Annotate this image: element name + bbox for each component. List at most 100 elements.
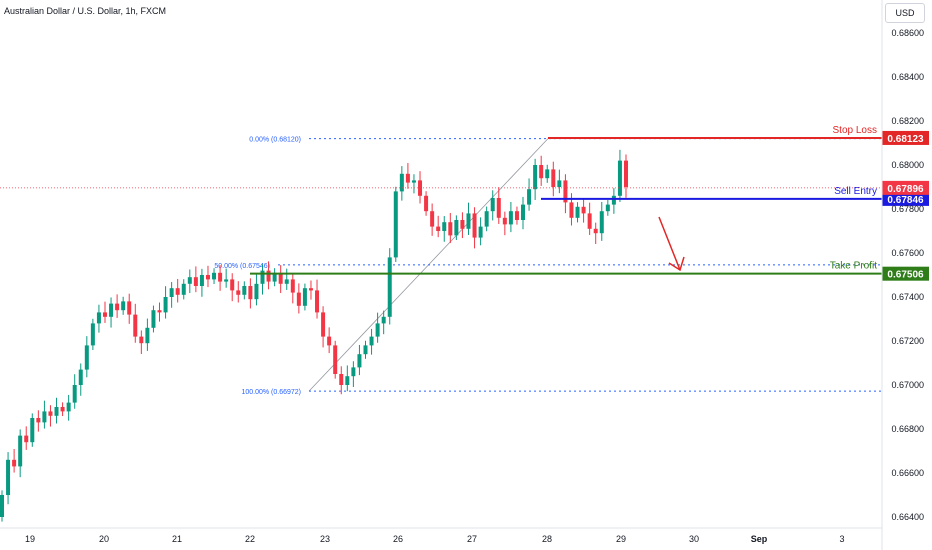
time-tick-label: Sep	[751, 534, 768, 544]
candle-body	[387, 257, 392, 317]
candle-body	[236, 290, 241, 295]
trade-level-badge-value: 0.68123	[887, 134, 924, 145]
candle-body	[139, 336, 144, 344]
candle-body	[60, 407, 65, 412]
time-tick-label: 27	[467, 534, 477, 544]
time-tick-label: 29	[616, 534, 626, 544]
candle-body	[436, 226, 441, 231]
candle-body	[30, 418, 35, 443]
candle-body	[321, 312, 326, 337]
candle-body	[18, 435, 23, 467]
candle-body	[187, 277, 192, 284]
candle-body	[569, 202, 574, 218]
candle-body	[248, 286, 253, 300]
candle-body	[115, 303, 120, 311]
candle-body	[399, 173, 404, 192]
candle-body	[581, 206, 586, 214]
trade-level-label: Stop Loss	[833, 125, 877, 136]
candle-body	[151, 310, 156, 328]
candle-body	[405, 173, 410, 183]
price-tick-label: 0.66600	[891, 468, 924, 478]
candle-body	[127, 301, 132, 315]
candle-body	[78, 369, 83, 385]
candle-body	[599, 211, 604, 234]
candle-body	[411, 180, 416, 183]
symbol-title: Australian Dollar / U.S. Dollar, 1h, FXC…	[4, 6, 167, 16]
candle-body	[278, 272, 283, 284]
candle-body	[339, 374, 344, 385]
candle-body	[484, 211, 489, 227]
arrow-head	[668, 256, 685, 272]
candle-body	[218, 272, 223, 282]
candle-body	[575, 206, 580, 218]
price-tick-label: 0.67600	[891, 248, 924, 258]
candle-body	[302, 288, 307, 306]
last-price-badge-value: 0.67896	[887, 184, 924, 195]
candle-body	[121, 301, 126, 311]
time-tick-label: 30	[689, 534, 699, 544]
price-tick-label: 0.67800	[891, 204, 924, 214]
time-tick-label: 3	[839, 534, 844, 544]
price-tick-label: 0.67400	[891, 292, 924, 302]
candle-body	[230, 279, 235, 291]
time-tick-label: 22	[245, 534, 255, 544]
candle-body	[345, 376, 350, 385]
candle-body	[290, 279, 295, 293]
candle-body	[521, 204, 526, 220]
direction-arrow	[658, 216, 685, 272]
candle-body	[36, 418, 41, 423]
candle-body	[357, 354, 362, 368]
price-tick-label: 0.68600	[891, 28, 924, 38]
currency-button[interactable]: USD	[885, 3, 925, 23]
candle-body	[617, 160, 622, 196]
candle-body	[272, 272, 277, 282]
time-tick-label: 20	[99, 534, 109, 544]
candle-body	[266, 270, 271, 282]
candle-body	[375, 323, 380, 337]
candle-body	[284, 279, 289, 284]
candle-body	[442, 222, 447, 231]
time-axis[interactable]: 19 20 21 22 23 26 27 28 29 30 Sep 3	[0, 527, 882, 544]
candle-body	[260, 270, 265, 284]
candle-body	[6, 459, 11, 495]
price-tick-label: 0.66400	[891, 512, 924, 522]
candle-body	[472, 213, 477, 238]
trade-level-badge-value: 0.67846	[887, 195, 924, 206]
candle-body	[527, 189, 532, 205]
candle-body	[0, 495, 4, 517]
candle-body	[54, 407, 59, 416]
candle-body	[84, 345, 89, 370]
candle-body	[454, 220, 459, 236]
price-axis[interactable]: 0.68600 0.68400 0.68200 0.68000 0.67800 0.676…	[881, 0, 924, 550]
candle-body	[545, 169, 550, 179]
candle-body	[66, 402, 71, 412]
fib-level-label: 100.00% (0.66972)	[241, 389, 301, 396]
candle-body	[90, 323, 95, 346]
candle-body	[502, 217, 507, 225]
trade-levels[interactable]: Stop Loss 0.68123 Sell Entry 0.67846 Take Pr…	[0, 125, 929, 281]
candle-body	[193, 277, 198, 286]
candle-body	[363, 345, 368, 355]
candle-body	[381, 316, 386, 324]
candle-body	[315, 290, 320, 313]
trade-level-badge	[882, 266, 929, 281]
candle-body	[212, 272, 217, 280]
candle-body	[224, 279, 229, 282]
candle-body	[242, 286, 247, 295]
price-tick-label: 0.68400	[891, 72, 924, 82]
candle-body	[205, 275, 210, 280]
candle-body	[333, 345, 338, 374]
candle-body	[175, 288, 180, 295]
candle-body	[430, 211, 435, 227]
fib-level-label: 0.00% (0.68120)	[249, 137, 301, 144]
candle-body	[490, 198, 495, 212]
candle-body	[551, 169, 556, 187]
candle-body	[539, 165, 544, 179]
fibonacci-retracement[interactable]: 0.00% (0.68120) 50.00% (0.67546) 100.00% (…	[214, 137, 882, 397]
price-tick-label: 0.66800	[891, 424, 924, 434]
trade-level-badge-value: 0.67506	[887, 270, 924, 281]
fib-level-label: 50.00% (0.67546)	[214, 263, 270, 270]
candle-body	[308, 288, 313, 291]
candle-body	[351, 367, 356, 377]
